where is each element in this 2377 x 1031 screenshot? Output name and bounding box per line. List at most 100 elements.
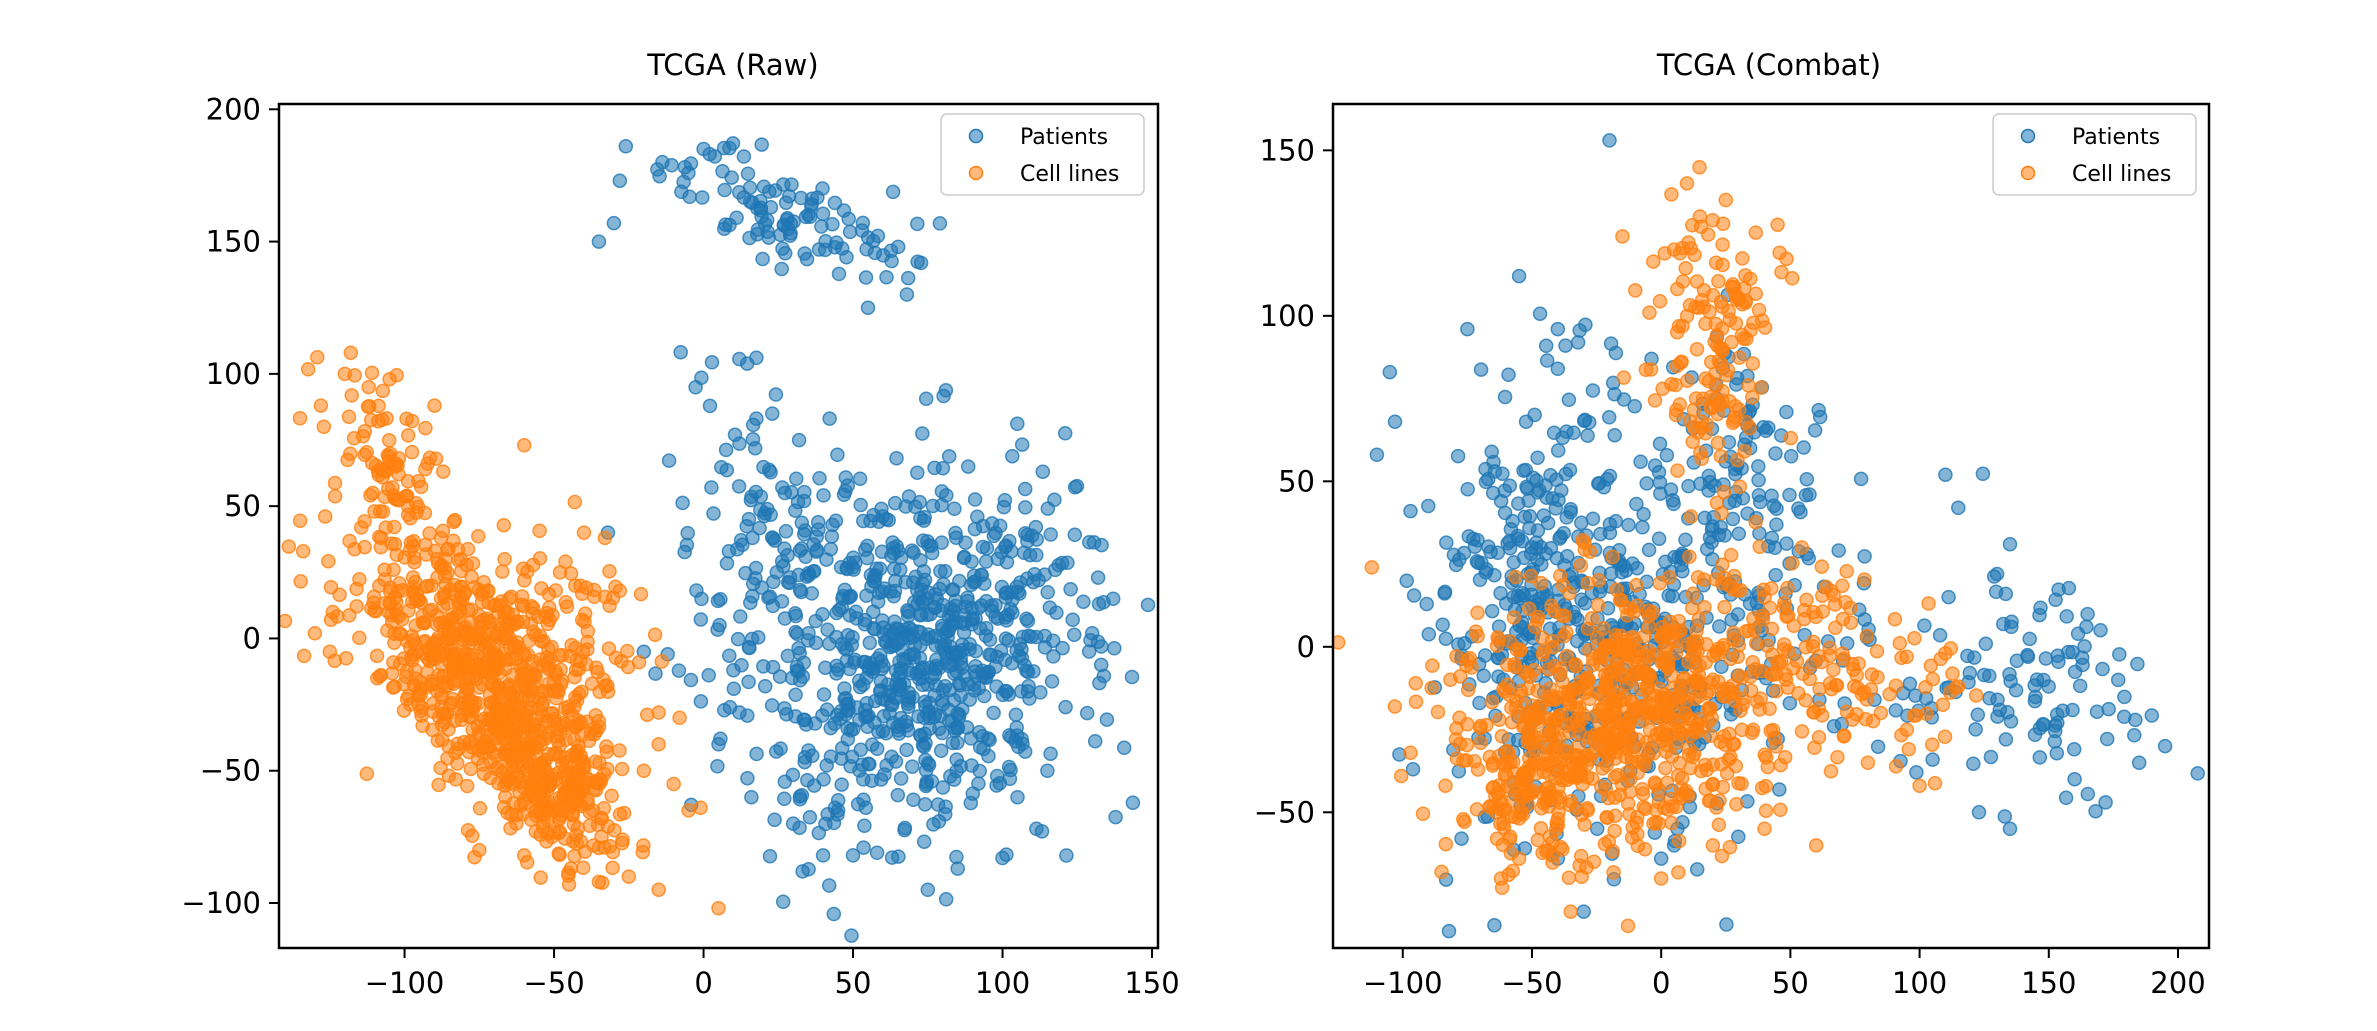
data-point (1682, 549, 1697, 565)
data-point (1600, 810, 1615, 825)
data-point (1907, 631, 1922, 646)
data-point (1140, 597, 1156, 613)
data-point (342, 608, 357, 623)
data-point (695, 190, 710, 205)
data-point (1521, 705, 1537, 720)
data-point (866, 621, 881, 636)
data-point (1666, 496, 1681, 512)
x-tick-label: 0 (1652, 966, 1670, 1000)
data-point (316, 419, 332, 435)
data-point (538, 609, 554, 625)
data-point (1647, 775, 1663, 790)
data-point (854, 223, 870, 238)
data-point (710, 759, 725, 774)
data-point (696, 141, 711, 157)
data-point (980, 731, 996, 746)
data-point (1434, 864, 1449, 880)
data-point (1729, 796, 1744, 812)
data-point (781, 189, 797, 204)
data-point (864, 737, 880, 752)
data-point (916, 710, 932, 725)
data-point (516, 646, 531, 662)
data-point (1685, 586, 1701, 602)
data-point (694, 591, 709, 607)
data-point (1692, 688, 1707, 704)
data-point (592, 755, 607, 771)
data-point (1669, 402, 1684, 418)
data-point (1403, 745, 1418, 760)
data-point (1725, 684, 1741, 700)
data-point (782, 570, 798, 585)
data-point (1692, 159, 1707, 175)
data-point (1460, 682, 1476, 698)
data-point (816, 772, 831, 787)
data-point (1768, 739, 1784, 754)
data-point (1012, 636, 1028, 652)
data-point (408, 618, 423, 633)
data-point (1857, 549, 1872, 564)
data-point (1421, 498, 1436, 514)
data-point (1836, 728, 1852, 743)
data-point (1835, 646, 1850, 661)
data-point (742, 640, 757, 656)
data-point (802, 209, 818, 225)
data-point (456, 651, 471, 666)
data-point (1574, 592, 1589, 608)
data-point (1780, 580, 1795, 596)
data-point (431, 777, 446, 793)
data-point (385, 480, 400, 495)
data-point (495, 564, 510, 579)
data-point (744, 789, 759, 805)
y-tick-label: 100 (1260, 299, 1315, 333)
data-point (581, 733, 597, 749)
data-point (1988, 584, 2004, 600)
x-tick-label: 50 (1772, 966, 1809, 1000)
data-point (774, 594, 790, 609)
data-point (1921, 596, 1936, 611)
data-point (910, 465, 925, 480)
data-point (777, 791, 792, 807)
data-point (1870, 739, 1886, 754)
data-point (471, 725, 487, 741)
data-point (1652, 293, 1668, 309)
data-point (614, 761, 630, 777)
data-point (795, 864, 810, 879)
data-point (387, 536, 403, 552)
data-point (1801, 551, 1816, 566)
data-point (1494, 729, 1510, 744)
data-point (726, 681, 742, 696)
data-point (1487, 464, 1503, 479)
data-point (440, 751, 455, 766)
data-point (436, 669, 452, 685)
data-point (1658, 760, 1673, 776)
data-point (612, 743, 627, 758)
data-point (381, 433, 397, 448)
data-point (1714, 659, 1729, 675)
data-point (1662, 570, 1677, 585)
data-point (2077, 639, 2092, 654)
data-point (1804, 657, 1820, 672)
data-point (855, 757, 870, 772)
data-point (1699, 762, 1714, 778)
data-point (2072, 678, 2088, 694)
data-point (1547, 692, 1562, 707)
data-point (1601, 410, 1617, 425)
data-point (747, 440, 763, 456)
data-point (465, 556, 481, 571)
data-point (927, 460, 942, 476)
data-point (717, 182, 732, 198)
data-point (1497, 683, 1513, 699)
data-point (1641, 542, 1657, 558)
data-point (1584, 771, 1600, 786)
data-point (1560, 744, 1575, 759)
data-point (422, 603, 437, 619)
data-point (493, 706, 509, 721)
data-point (536, 684, 551, 700)
data-point (435, 464, 451, 479)
data-point (307, 625, 323, 641)
data-point (1739, 331, 1754, 347)
data-point (838, 470, 854, 485)
y-tick-label: 50 (1278, 464, 1315, 498)
data-point (1694, 451, 1709, 467)
